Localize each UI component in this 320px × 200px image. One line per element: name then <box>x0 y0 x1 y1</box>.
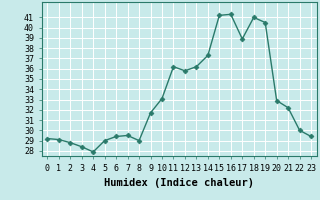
X-axis label: Humidex (Indice chaleur): Humidex (Indice chaleur) <box>104 178 254 188</box>
